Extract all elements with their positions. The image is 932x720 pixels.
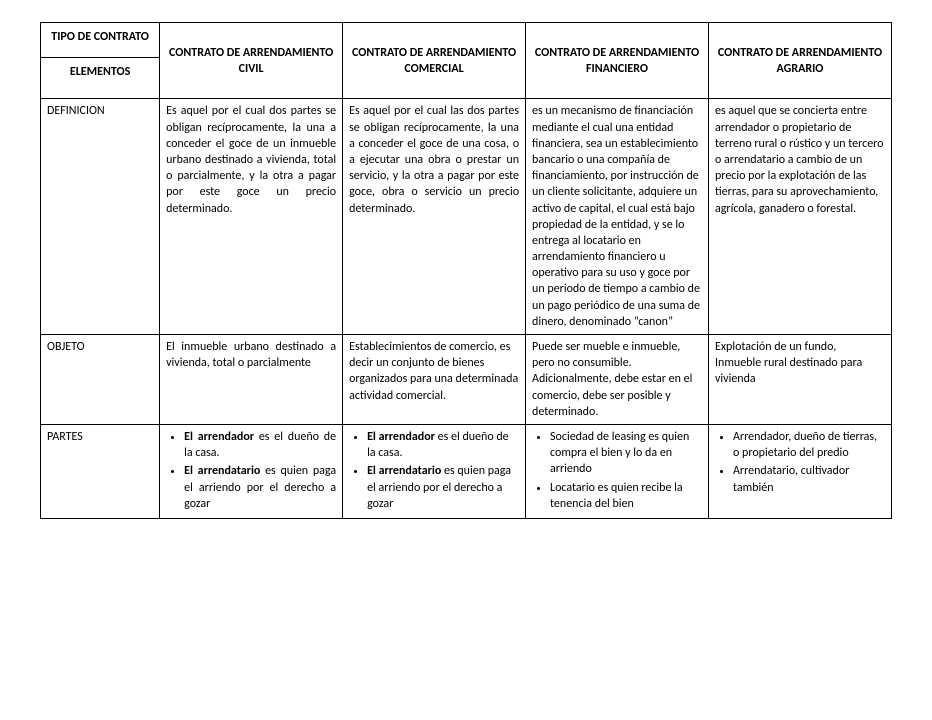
cell-objeto-agrario: Explotación de un fundo, Inmueble rural … (708, 335, 891, 425)
row-label-partes: PARTES (41, 424, 160, 518)
bullet-list: Sociedad de leasing es quien compra el b… (532, 429, 702, 512)
header-col-comercial: CONTRATO DE ARRENDAMIENTO COMERCIAL (343, 23, 526, 99)
table-header: TIPO DE CONTRATO CONTRATO DE ARRENDAMIEN… (41, 23, 892, 99)
document-page: TIPO DE CONTRATO CONTRATO DE ARRENDAMIEN… (0, 0, 932, 541)
bold-text: El arrendatario (367, 464, 441, 478)
table-body: DEFINICION Es aquel por el cual dos part… (41, 99, 892, 519)
cell-definicion-financiero: es un mecanismo de financiación mediante… (526, 99, 709, 335)
cell-partes-comercial: El arrendador es el dueño de la casa. El… (343, 424, 526, 518)
bold-text: El arrendador (367, 430, 435, 444)
cell-partes-agrario: Arrendador, dueño de tierras, o propieta… (708, 424, 891, 518)
table-row: OBJETO El inmueble urbano destinado a vi… (41, 335, 892, 425)
header-tipo-de-contrato: TIPO DE CONTRATO (41, 23, 160, 58)
cell-partes-financiero: Sociedad de leasing es quien compra el b… (526, 424, 709, 518)
table-row: PARTES El arrendador es el dueño de la c… (41, 424, 892, 518)
cell-definicion-comercial: Es aquel por el cual las dos partes se o… (343, 99, 526, 335)
list-item: El arrendatario es quien paga el arriend… (184, 463, 336, 512)
list-item: Sociedad de leasing es quien compra el b… (550, 429, 702, 478)
bold-text: El arrendador (184, 430, 254, 444)
table-row: DEFINICION Es aquel por el cual dos part… (41, 99, 892, 335)
list-item: Locatario es quien recibe la tenencia de… (550, 480, 702, 512)
list-item: El arrendador es el dueño de la casa. (367, 429, 519, 461)
list-item: El arrendatario es quien paga el arriend… (367, 463, 519, 512)
list-item: El arrendador es el dueño de la casa. (184, 429, 336, 461)
cell-definicion-civil: Es aquel por el cual dos partes se oblig… (160, 99, 343, 335)
bold-text: El arrendatario (184, 464, 260, 478)
contracts-comparison-table: TIPO DE CONTRATO CONTRATO DE ARRENDAMIEN… (40, 22, 892, 519)
cell-partes-civil: El arrendador es el dueño de la casa. El… (160, 424, 343, 518)
list-item: Arrendador, dueño de tierras, o propieta… (733, 429, 885, 461)
row-label-definicion: DEFINICION (41, 99, 160, 335)
bullet-list: Arrendador, dueño de tierras, o propieta… (715, 429, 885, 496)
row-label-objeto: OBJETO (41, 335, 160, 425)
header-col-agrario: CONTRATO DE ARRENDAMIENTO AGRARIO (708, 23, 891, 99)
cell-definicion-agrario: es aquel que se concierta entre arrendad… (708, 99, 891, 335)
list-item: Arrendatario, cultivador también (733, 463, 885, 495)
header-col-financiero: CONTRATO DE ARRENDAMIENTO FINANCIERO (526, 23, 709, 99)
header-elementos: ELEMENTOS (41, 58, 160, 99)
cell-objeto-comercial: Establecimientos de comercio, es decir u… (343, 335, 526, 425)
cell-objeto-financiero: Puede ser mueble e inmueble, pero no con… (526, 335, 709, 425)
bullet-list: El arrendador es el dueño de la casa. El… (166, 429, 336, 512)
cell-objeto-civil: El inmueble urbano destinado a vivienda,… (160, 335, 343, 425)
header-col-civil: CONTRATO DE ARRENDAMIENTO CIVIL (160, 23, 343, 99)
bullet-list: El arrendador es el dueño de la casa. El… (349, 429, 519, 512)
